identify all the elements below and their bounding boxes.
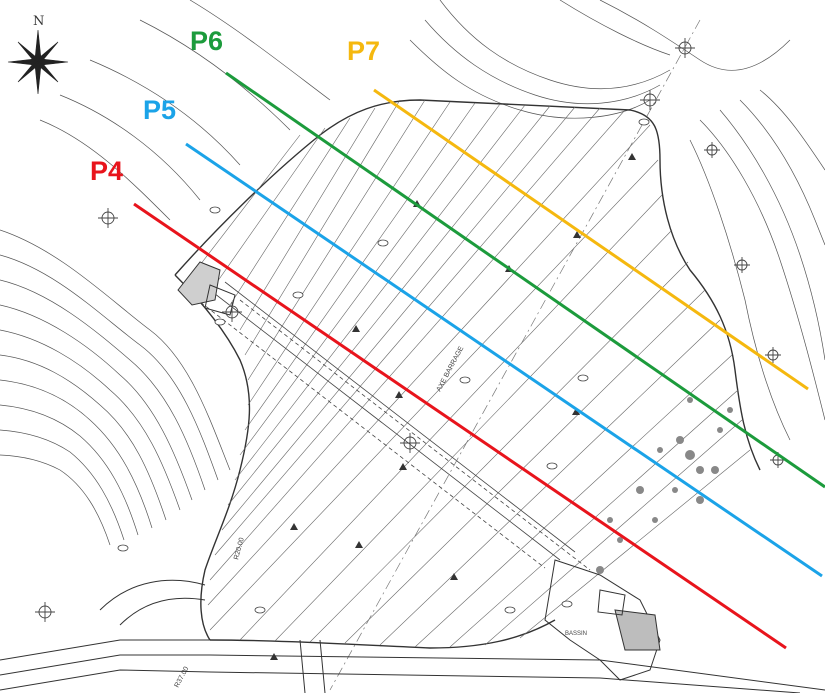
contour-lines-left	[0, 0, 331, 546]
dam-embankment	[174, 99, 761, 649]
survey-markers	[35, 38, 786, 622]
outlet-structure	[544, 559, 661, 681]
profile-label-p5: P5	[143, 95, 177, 125]
elevation-points	[117, 118, 650, 614]
intake-structure	[177, 261, 236, 316]
profile-label-p6: P6	[190, 26, 224, 56]
spillway-channel	[194, 281, 591, 571]
profile-line-p5	[185, 142, 823, 578]
profile-line-p6	[225, 71, 825, 489]
profile-line-p4	[133, 202, 787, 650]
dam-axis-line	[329, 19, 701, 691]
curve-label: R20.00	[233, 537, 246, 561]
contour-lines-right	[409, 0, 825, 441]
profile-line-p7	[373, 88, 809, 391]
structure-label: BASSIN	[565, 631, 587, 637]
dam-hatching	[199, 99, 751, 648]
profile-label-p4: P4	[90, 156, 124, 186]
access-road	[0, 579, 825, 693]
dam-axis-label: AXE BARRAGE	[436, 345, 466, 393]
profile-label-p7: P7	[347, 36, 381, 66]
compass-north-label: N	[33, 14, 45, 29]
vegetation	[596, 397, 733, 574]
compass-rose-icon	[7, 29, 69, 95]
elevation-label: R37.00	[174, 666, 191, 689]
